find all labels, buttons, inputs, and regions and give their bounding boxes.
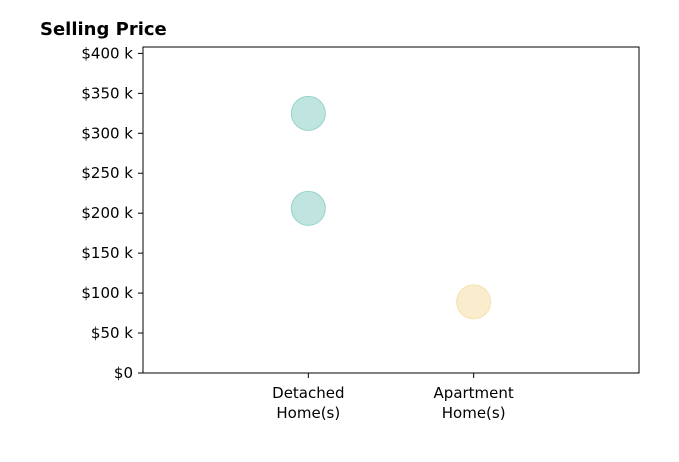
data-point <box>290 190 326 226</box>
x-tick-label: Detached Home(s) <box>272 384 344 422</box>
y-tick-label: $0 <box>114 364 133 382</box>
y-tick-label: $250 k <box>81 164 133 182</box>
y-tick-label: $50 k <box>91 324 133 342</box>
y-tick-label: $150 k <box>81 244 133 262</box>
y-tick-label: $100 k <box>81 284 133 302</box>
y-axis: $0 $50 k $100 k $150 k $200 k $250 k $300 k $35… <box>81 44 143 382</box>
x-tick-label: Apartment Home(s) <box>434 384 514 422</box>
data-points <box>290 95 492 320</box>
y-tick-label: $200 k <box>81 204 133 222</box>
x-axis: Detached Home(s) Apartment Home(s) <box>272 373 514 422</box>
x-tick-label-line: Home(s) <box>442 404 506 422</box>
y-tick-label: $350 k <box>81 84 133 102</box>
y-tick-label: $400 k <box>81 44 133 62</box>
x-tick-label-line: Apartment <box>434 384 514 402</box>
x-tick-label-line: Detached <box>272 384 344 402</box>
y-tick-label: $300 k <box>81 124 133 142</box>
data-point <box>290 95 326 131</box>
x-tick-label-line: Home(s) <box>276 404 340 422</box>
plot-frame <box>142 46 640 374</box>
data-point <box>456 284 492 320</box>
chart-title: Selling Price <box>40 19 167 40</box>
